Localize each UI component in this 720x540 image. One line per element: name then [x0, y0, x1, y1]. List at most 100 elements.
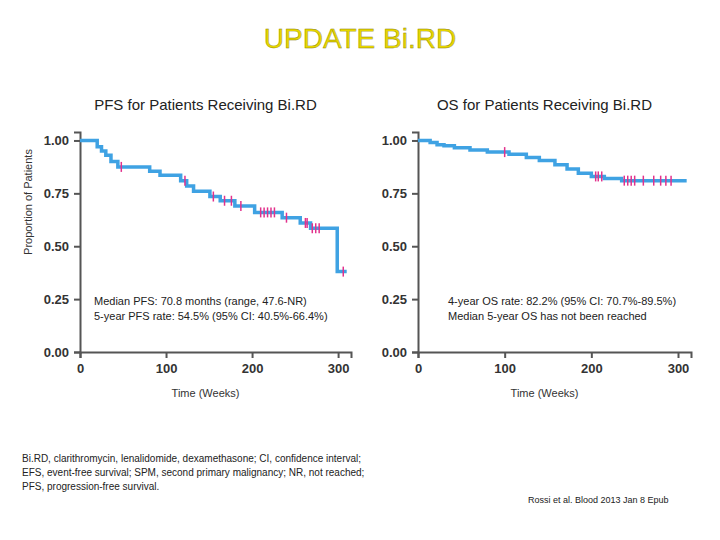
- plot-area: [418, 140, 687, 185]
- censor-mark: [634, 176, 636, 186]
- censor-mark: [305, 218, 307, 228]
- chart: OS for Patients Receiving Bi.RD0.000.250…: [382, 96, 692, 399]
- y-tick-label: 0.75: [382, 186, 407, 201]
- censor-mark: [627, 176, 629, 186]
- censor-mark: [643, 176, 645, 186]
- y-tick: 0.50: [44, 239, 80, 254]
- x-tick: 300: [328, 352, 350, 376]
- y-tick-mark: [74, 352, 80, 354]
- y-tick: 0.75: [382, 186, 418, 201]
- annotation: Median PFS: 70.8 months (range, 47.6-NR): [94, 295, 307, 307]
- y-tick-label: 0.00: [44, 345, 69, 360]
- footnote: PFS, progression-free survival.: [22, 481, 159, 492]
- y-tick-mark: [412, 246, 418, 248]
- source: Rossi et al. Blood 2013 Jan 8 Epub: [528, 495, 669, 505]
- x-tick-mark: [591, 352, 593, 358]
- slide-title: UPDATE Bi.RD: [264, 23, 456, 54]
- censor-mark: [315, 223, 317, 233]
- chart-title: PFS for Patients Receiving Bi.RD: [94, 96, 317, 113]
- x-tick-label: 100: [156, 361, 178, 376]
- x-tick-label: 0: [77, 361, 84, 376]
- chart: PFS for Patients Receiving Bi.RD 0.00 0.25…: [22, 96, 352, 399]
- censor-mark: [306, 218, 308, 228]
- y-tick-mark: [74, 246, 80, 248]
- x-tick: 200: [581, 352, 603, 376]
- x-axis: 0 100 200 300: [77, 352, 352, 376]
- x-tick: 100: [156, 352, 178, 376]
- x-tick-label: 0: [415, 361, 422, 376]
- y-tick-mark: [412, 299, 418, 301]
- x-axis-line: [81, 353, 352, 359]
- survival-curve: [418, 140, 687, 180]
- censor-mark: [660, 176, 662, 186]
- y-tick-mark: [412, 352, 418, 354]
- censor-mark: [267, 207, 269, 217]
- slide: UPDATE Bi.RD PFS for Patients Receiving B…: [0, 0, 720, 540]
- x-tick-mark: [338, 352, 340, 358]
- annotation: Median 5-year OS has not been reached: [448, 310, 647, 322]
- censor-mark: [670, 176, 672, 186]
- x-tick: 0: [77, 352, 84, 376]
- y-tick-label: 0.50: [44, 239, 69, 254]
- x-tick: 200: [242, 352, 264, 376]
- y-tick: 0.00: [44, 345, 80, 360]
- censor-mark: [240, 201, 242, 211]
- x-axis-line: [419, 353, 692, 359]
- x-axis-title: Time (Weeks): [172, 387, 240, 399]
- censor-mark: [624, 176, 626, 186]
- censor-mark: [595, 171, 597, 181]
- y-tick: 0.75: [44, 186, 80, 201]
- footnote: Bi.RD, clarithromycin, lenalidomide, dex…: [22, 453, 361, 464]
- x-tick-label: 100: [494, 361, 516, 376]
- censor-mark: [224, 196, 226, 206]
- censor-mark: [653, 176, 655, 186]
- x-tick: 0: [415, 352, 422, 376]
- y-tick-label: 0.25: [44, 292, 69, 307]
- censor-mark: [601, 171, 603, 181]
- censor-mark: [504, 147, 506, 157]
- footnote: EFS, event-free survival; SPM, second pr…: [22, 467, 364, 478]
- y-tick-mark: [412, 140, 418, 142]
- censor-mark: [184, 176, 186, 186]
- x-tick: 100: [494, 352, 516, 376]
- censor-mark: [274, 207, 276, 217]
- x-tick-mark: [166, 352, 168, 358]
- x-tick-mark: [252, 352, 254, 358]
- censor-mark: [270, 207, 272, 217]
- x-tick-mark: [418, 352, 420, 358]
- y-tick: 1.00: [44, 133, 80, 148]
- x-tick-label: 200: [242, 361, 264, 376]
- x-tick-mark: [504, 352, 506, 358]
- x-tick-mark: [678, 352, 680, 358]
- y-axis-line: [74, 133, 81, 353]
- chart-title: OS for Patients Receiving Bi.RD: [437, 96, 652, 113]
- y-tick-label: 1.00: [382, 133, 407, 148]
- censor-mark: [121, 162, 123, 172]
- censor-mark: [260, 207, 262, 217]
- censor-mark: [213, 192, 215, 202]
- y-tick-label: 1.00: [44, 133, 69, 148]
- x-axis: 0100200300: [415, 352, 692, 376]
- censor-mark: [286, 213, 288, 223]
- x-tick-mark: [80, 352, 82, 358]
- censor-mark: [231, 196, 233, 206]
- y-tick: 0.00: [382, 345, 418, 360]
- censor-mark: [343, 267, 345, 277]
- y-tick-label: 0.75: [44, 186, 69, 201]
- y-tick-mark: [74, 193, 80, 195]
- censor-mark: [630, 176, 632, 186]
- y-tick: 0.50: [382, 239, 418, 254]
- y-axis: 0.00 0.25 0.50 0.75 1.00: [44, 133, 81, 360]
- y-tick-label: 0.25: [382, 292, 407, 307]
- censor-mark: [665, 176, 667, 186]
- y-tick: 0.25: [382, 292, 418, 307]
- censor-mark: [598, 171, 600, 181]
- survival-curve: [80, 140, 347, 271]
- annotation: 4-year OS rate: 82.2% (95% CI: 70.7%-89.…: [448, 295, 676, 307]
- y-axis-line: [412, 133, 419, 353]
- y-axis: 0.00 0.25 0.50 0.75 1.00: [382, 133, 419, 360]
- x-tick-label: 300: [328, 361, 350, 376]
- y-tick: 1.00: [382, 133, 418, 148]
- annotation: 5-year PFS rate: 54.5% (95% CI: 40.5%-66…: [94, 310, 328, 322]
- y-tick-mark: [412, 193, 418, 195]
